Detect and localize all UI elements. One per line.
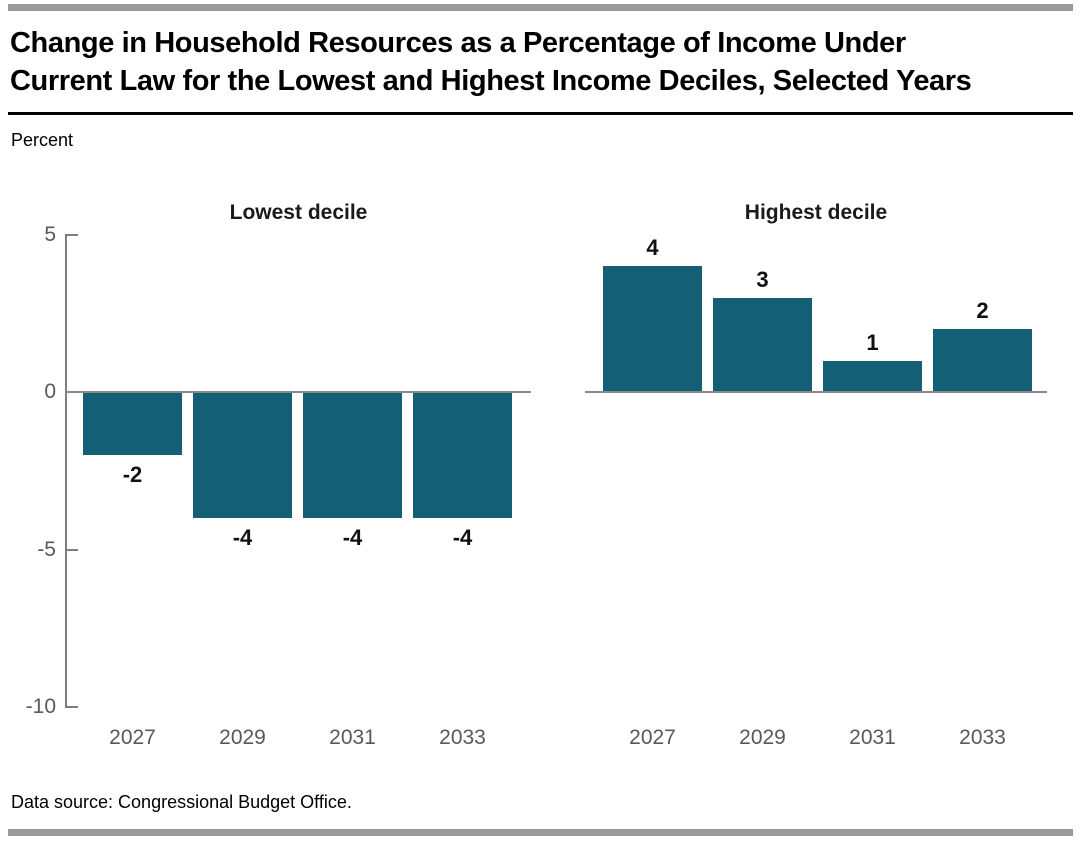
x-tick-label-lowest-decile-2031: 2031 (329, 726, 376, 749)
bar-lowest-decile-2033 (413, 392, 512, 518)
page-title-line-2: Current Law for the Lowest and Highest I… (10, 65, 972, 97)
bar-value-label-lowest-decile-2027: -2 (122, 462, 143, 487)
page-title-line-1: Change in Household Resources as a Perce… (10, 27, 906, 59)
bar-value-label-highest-decile-2029: 3 (756, 266, 769, 292)
x-tick-label-highest-decile-2031: 2031 (849, 726, 896, 749)
x-tick-label-lowest-decile-2029: 2029 (219, 726, 266, 749)
y-tick--10 (65, 706, 78, 708)
bar-value-label-lowest-decile-2033: -4 (452, 525, 473, 550)
zero-baseline-highest-decile (585, 391, 1047, 393)
bar-value-label-lowest-decile-2031: -4 (342, 525, 363, 550)
bar-value-label-highest-decile-2027: 4 (646, 235, 659, 260)
y-axis-unit-label: Percent (11, 130, 74, 150)
y-tick-label--5: -5 (37, 537, 56, 561)
y-tick-5 (65, 233, 78, 236)
x-tick-label-lowest-decile-2027: 2027 (109, 726, 156, 749)
bar-value-label-lowest-decile-2029: -4 (232, 525, 253, 550)
data-source-note: Data source: Congressional Budget Office… (11, 792, 352, 812)
bar-lowest-decile-2027 (83, 392, 182, 455)
y-tick-label--10: -10 (25, 695, 56, 718)
x-tick-label-lowest-decile-2033: 2033 (439, 726, 486, 749)
bar-highest-decile-2027 (603, 266, 702, 392)
y-tick-label-5: 5 (44, 222, 56, 246)
panel-title-lowest-decile: Lowest decile (229, 201, 368, 224)
bottom-accent-bar (8, 829, 1073, 836)
x-tick-label-highest-decile-2033: 2033 (959, 726, 1006, 749)
y-tick-label-0: 0 (44, 380, 56, 403)
top-accent-bar (8, 4, 1073, 11)
bar-lowest-decile-2031 (303, 392, 402, 518)
bar-value-label-highest-decile-2031: 1 (866, 329, 879, 355)
x-tick-label-highest-decile-2027: 2027 (629, 726, 676, 749)
x-tick-label-highest-decile-2029: 2029 (739, 726, 786, 749)
bar-highest-decile-2031 (823, 360, 922, 392)
bar-value-label-highest-decile-2033: 2 (976, 298, 989, 323)
title-divider (8, 112, 1073, 115)
bar-lowest-decile-2029 (193, 392, 292, 518)
zero-baseline-lowest-decile (66, 391, 531, 393)
page-title: Change in Household Resources as a Perce… (10, 24, 1082, 100)
bar-highest-decile-2029 (713, 297, 812, 392)
panel-title-highest-decile: Highest decile (744, 201, 888, 224)
y-tick--5 (65, 548, 78, 551)
y-axis-line (65, 235, 67, 707)
bar-highest-decile-2033 (933, 329, 1032, 392)
